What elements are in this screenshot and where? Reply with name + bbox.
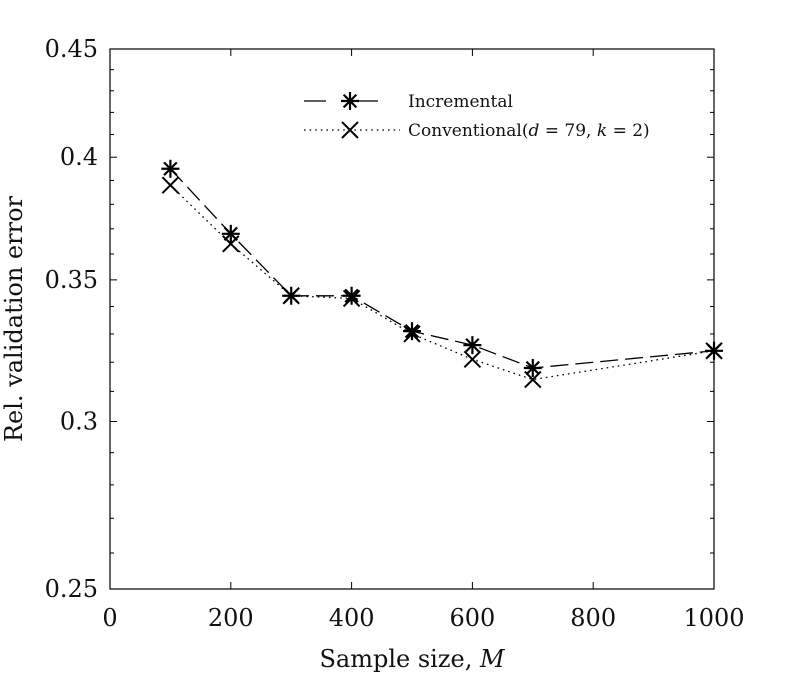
legend-sample-conventional	[304, 121, 400, 139]
data-point-x	[524, 370, 542, 389]
data-point-asterisk	[463, 336, 482, 355]
y-tick-label: 0.25	[45, 575, 98, 603]
legend: Incremental Conventional(d = 79, k = 2)	[304, 92, 650, 141]
legend-marker-asterisk	[341, 92, 359, 110]
data-point-asterisk	[221, 224, 240, 243]
data-point-x	[342, 289, 361, 308]
data-point-asterisk	[342, 286, 361, 305]
series-conventional	[161, 176, 723, 389]
plot-area-frame	[109, 48, 715, 590]
x-tick-label: 600	[449, 604, 495, 632]
y-tick-label: 0.45	[45, 35, 98, 63]
x-tick-label: 1000	[683, 604, 744, 632]
data-point-x	[403, 325, 421, 343]
x-tick-label: 400	[329, 604, 375, 632]
x-tick-label: 800	[570, 604, 616, 632]
data-point-x	[705, 342, 723, 360]
data-point-asterisk	[523, 358, 542, 377]
series-layer	[161, 159, 723, 389]
data-point-x	[161, 176, 180, 194]
y-tick-label: 0.4	[60, 143, 98, 171]
data-point-x	[282, 287, 300, 305]
y-tick-label: 0.35	[45, 266, 98, 294]
series-line	[169, 168, 715, 369]
data-point-asterisk	[403, 322, 421, 341]
y-axis-title: Rel. validation error	[0, 195, 28, 442]
x-axis-title: Sample size, M	[319, 645, 505, 673]
tick-labels: 0 200 400 600 800 1000 0.25 0.3 0.35 0.4 0.45	[45, 35, 745, 632]
legend-sample-incremental	[304, 92, 400, 110]
data-point-x	[222, 235, 240, 253]
legend-label-incremental: Incremental	[408, 92, 513, 112]
legend-label-conventional: Conventional(d = 79, k = 2)	[408, 121, 650, 141]
series-incremental	[161, 159, 723, 377]
data-point-asterisk	[161, 159, 180, 178]
series-line	[169, 184, 715, 381]
x-tick-label: 200	[208, 604, 254, 632]
legend-marker-x	[341, 121, 359, 139]
y-tick-label: 0.3	[60, 408, 98, 436]
data-point-x	[463, 350, 482, 369]
x-tick-label: 0	[102, 604, 117, 632]
